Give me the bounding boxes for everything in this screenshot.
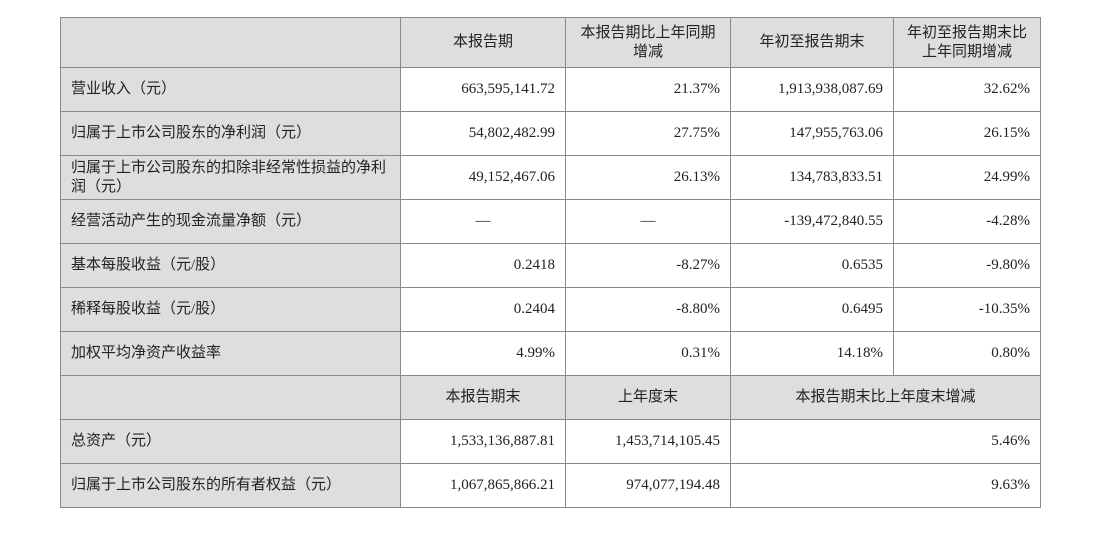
value-cell: 147,955,763.06	[730, 111, 894, 156]
value-cell: 21.37%	[565, 67, 731, 112]
value-cell: 974,077,194.48	[565, 463, 731, 508]
value-cell: 0.31%	[565, 331, 731, 376]
value-cell: -10.35%	[893, 287, 1041, 332]
table-row: 总资产（元） 1,533,136,887.81 1,453,714,105.45 5.…	[60, 419, 1041, 464]
header-cell	[60, 17, 401, 68]
value-cell: 24.99%	[893, 155, 1041, 200]
value-cell: 5.46%	[730, 419, 1041, 464]
header-cell: 本报告期比上年同期增减	[565, 17, 731, 68]
value-cell: 26.15%	[893, 111, 1041, 156]
value-cell: 9.63%	[730, 463, 1041, 508]
table-row: 基本每股收益（元/股） 0.2418 -8.27% 0.6535 -9.80%	[60, 243, 1041, 288]
header-cell: 本报告期末比上年度末增减	[730, 375, 1041, 420]
value-cell: -4.28%	[893, 199, 1041, 244]
table-row: 本报告期 本报告期比上年同期增减 年初至报告期末 年初至报告期末比上年同期增减	[60, 17, 1041, 68]
value-cell: 49,152,467.06	[400, 155, 566, 200]
table-row: 本报告期末 上年度末 本报告期末比上年度末增减	[60, 375, 1041, 420]
header-cell: 本报告期末	[400, 375, 566, 420]
header-cell: 本报告期	[400, 17, 566, 68]
row-label: 加权平均净资产收益率	[60, 331, 401, 376]
value-cell: —	[565, 199, 731, 244]
value-cell: 1,067,865,866.21	[400, 463, 566, 508]
table-row: 归属于上市公司股东的净利润（元） 54,802,482.99 27.75% 147,9…	[60, 111, 1041, 156]
header-cell	[60, 375, 401, 420]
value-cell: 0.6535	[730, 243, 894, 288]
value-cell: 0.2418	[400, 243, 566, 288]
value-cell: -139,472,840.55	[730, 199, 894, 244]
row-label: 基本每股收益（元/股）	[60, 243, 401, 288]
table-row: 归属于上市公司股东的所有者权益（元） 1,067,865,866.21 974,07…	[60, 463, 1041, 508]
row-label: 归属于上市公司股东的净利润（元）	[60, 111, 401, 156]
value-cell: 663,595,141.72	[400, 67, 566, 112]
value-cell: 0.6495	[730, 287, 894, 332]
value-cell: 1,533,136,887.81	[400, 419, 566, 464]
table-row: 经营活动产生的现金流量净额（元） — — -139,472,840.55 -4.28%	[60, 199, 1041, 244]
value-cell: 54,802,482.99	[400, 111, 566, 156]
value-cell: 27.75%	[565, 111, 731, 156]
value-cell: 0.80%	[893, 331, 1041, 376]
value-cell: -8.80%	[565, 287, 731, 332]
header-cell: 年初至报告期末比上年同期增减	[893, 17, 1041, 68]
value-cell: 4.99%	[400, 331, 566, 376]
row-label: 总资产（元）	[60, 419, 401, 464]
header-cell: 年初至报告期末	[730, 17, 894, 68]
row-label: 营业收入（元）	[60, 67, 401, 112]
value-cell: 1,453,714,105.45	[565, 419, 731, 464]
value-cell: 0.2404	[400, 287, 566, 332]
table-row: 营业收入（元） 663,595,141.72 21.37% 1,913,938,087…	[60, 67, 1041, 112]
value-cell: 1,913,938,087.69	[730, 67, 894, 112]
value-cell: 134,783,833.51	[730, 155, 894, 200]
value-cell: 26.13%	[565, 155, 731, 200]
row-label: 归属于上市公司股东的扣除非经常性损益的净利润（元）	[60, 155, 401, 200]
financial-table: 本报告期 本报告期比上年同期增减 年初至报告期末 年初至报告期末比上年同期增减 营业收入…	[60, 17, 1041, 508]
table-row: 稀释每股收益（元/股） 0.2404 -8.80% 0.6495 -10.35%	[60, 287, 1041, 332]
table-row: 归属于上市公司股东的扣除非经常性损益的净利润（元） 49,152,467.06 26…	[60, 155, 1041, 200]
table-row: 加权平均净资产收益率 4.99% 0.31% 14.18% 0.80%	[60, 331, 1041, 376]
row-label: 经营活动产生的现金流量净额（元）	[60, 199, 401, 244]
value-cell: -9.80%	[893, 243, 1041, 288]
row-label: 归属于上市公司股东的所有者权益（元）	[60, 463, 401, 508]
value-cell: 32.62%	[893, 67, 1041, 112]
value-cell: —	[400, 199, 566, 244]
row-label: 稀释每股收益（元/股）	[60, 287, 401, 332]
value-cell: 14.18%	[730, 331, 894, 376]
value-cell: -8.27%	[565, 243, 731, 288]
header-cell: 上年度末	[565, 375, 731, 420]
